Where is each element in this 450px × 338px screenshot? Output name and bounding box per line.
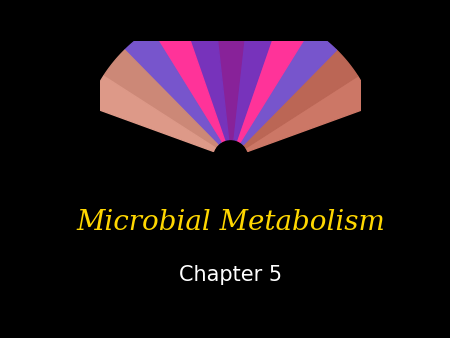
Polygon shape: [233, 8, 280, 141]
Polygon shape: [237, 15, 310, 142]
Polygon shape: [104, 50, 218, 148]
Text: Microbial Metabolism: Microbial Metabolism: [76, 209, 385, 236]
Polygon shape: [243, 50, 358, 148]
Polygon shape: [181, 8, 229, 141]
Polygon shape: [151, 15, 225, 142]
Polygon shape: [214, 7, 248, 140]
Polygon shape: [125, 29, 221, 145]
Text: Chapter 5: Chapter 5: [179, 265, 282, 285]
Polygon shape: [240, 29, 337, 145]
Polygon shape: [246, 76, 373, 151]
Polygon shape: [89, 76, 215, 151]
